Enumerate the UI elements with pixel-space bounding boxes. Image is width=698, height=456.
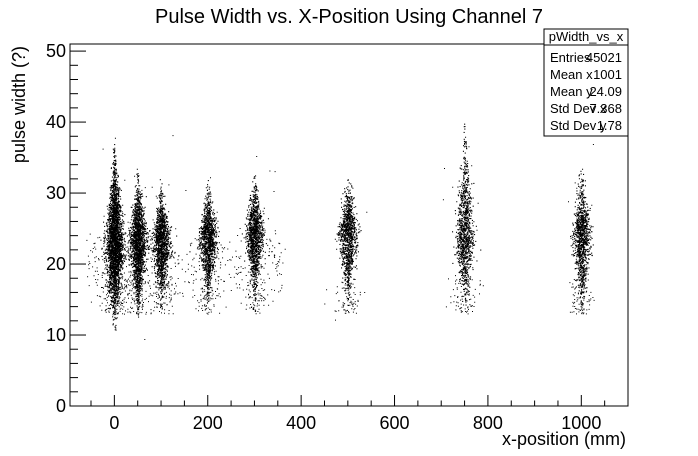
stats-label: Entries <box>550 50 591 65</box>
x-tick-label: 200 <box>193 413 223 433</box>
y-tick-label: 0 <box>56 396 66 416</box>
y-axis-label: pulse width (?) <box>9 46 29 163</box>
chart-title: Pulse Width vs. X-Position Using Channel… <box>155 6 543 28</box>
y-tick-label: 30 <box>46 183 66 203</box>
y-tick-label: 20 <box>46 254 66 274</box>
stats-box-frame <box>543 28 629 137</box>
plot-frame <box>69 43 629 407</box>
y-tick-label: 40 <box>46 112 66 132</box>
x-tick-label: 0 <box>109 413 119 433</box>
stats-box-title: pWidth_vs_x <box>549 29 624 44</box>
stats-value: 24.09 <box>589 84 622 99</box>
stats-label: Std Dev x <box>550 101 607 116</box>
stats-value: 7.368 <box>589 101 622 116</box>
x-axis-label: x-position (mm) <box>502 429 626 449</box>
x-tick-label: 600 <box>380 413 410 433</box>
x-tick-label: 400 <box>286 413 316 433</box>
y-tick-label: 10 <box>46 325 66 345</box>
y-axis: 0 10 20 30 40 50 <box>46 41 86 416</box>
stats-label: Std Dev y <box>550 118 607 133</box>
scatter-points <box>86 121 595 340</box>
stats-value: 45021 <box>586 50 622 65</box>
stats-label: Mean y <box>550 84 593 99</box>
x-tick-label: 1000 <box>561 413 601 433</box>
y-tick-label: 50 <box>46 41 66 61</box>
stats-label: Mean x <box>550 67 593 82</box>
x-tick-label: 800 <box>473 413 503 433</box>
stats-value: 1001 <box>593 67 622 82</box>
stats-value: 1.78 <box>597 118 622 133</box>
data-points <box>86 121 595 340</box>
x-axis: 0 200 400 600 800 1000 <box>90 395 629 433</box>
